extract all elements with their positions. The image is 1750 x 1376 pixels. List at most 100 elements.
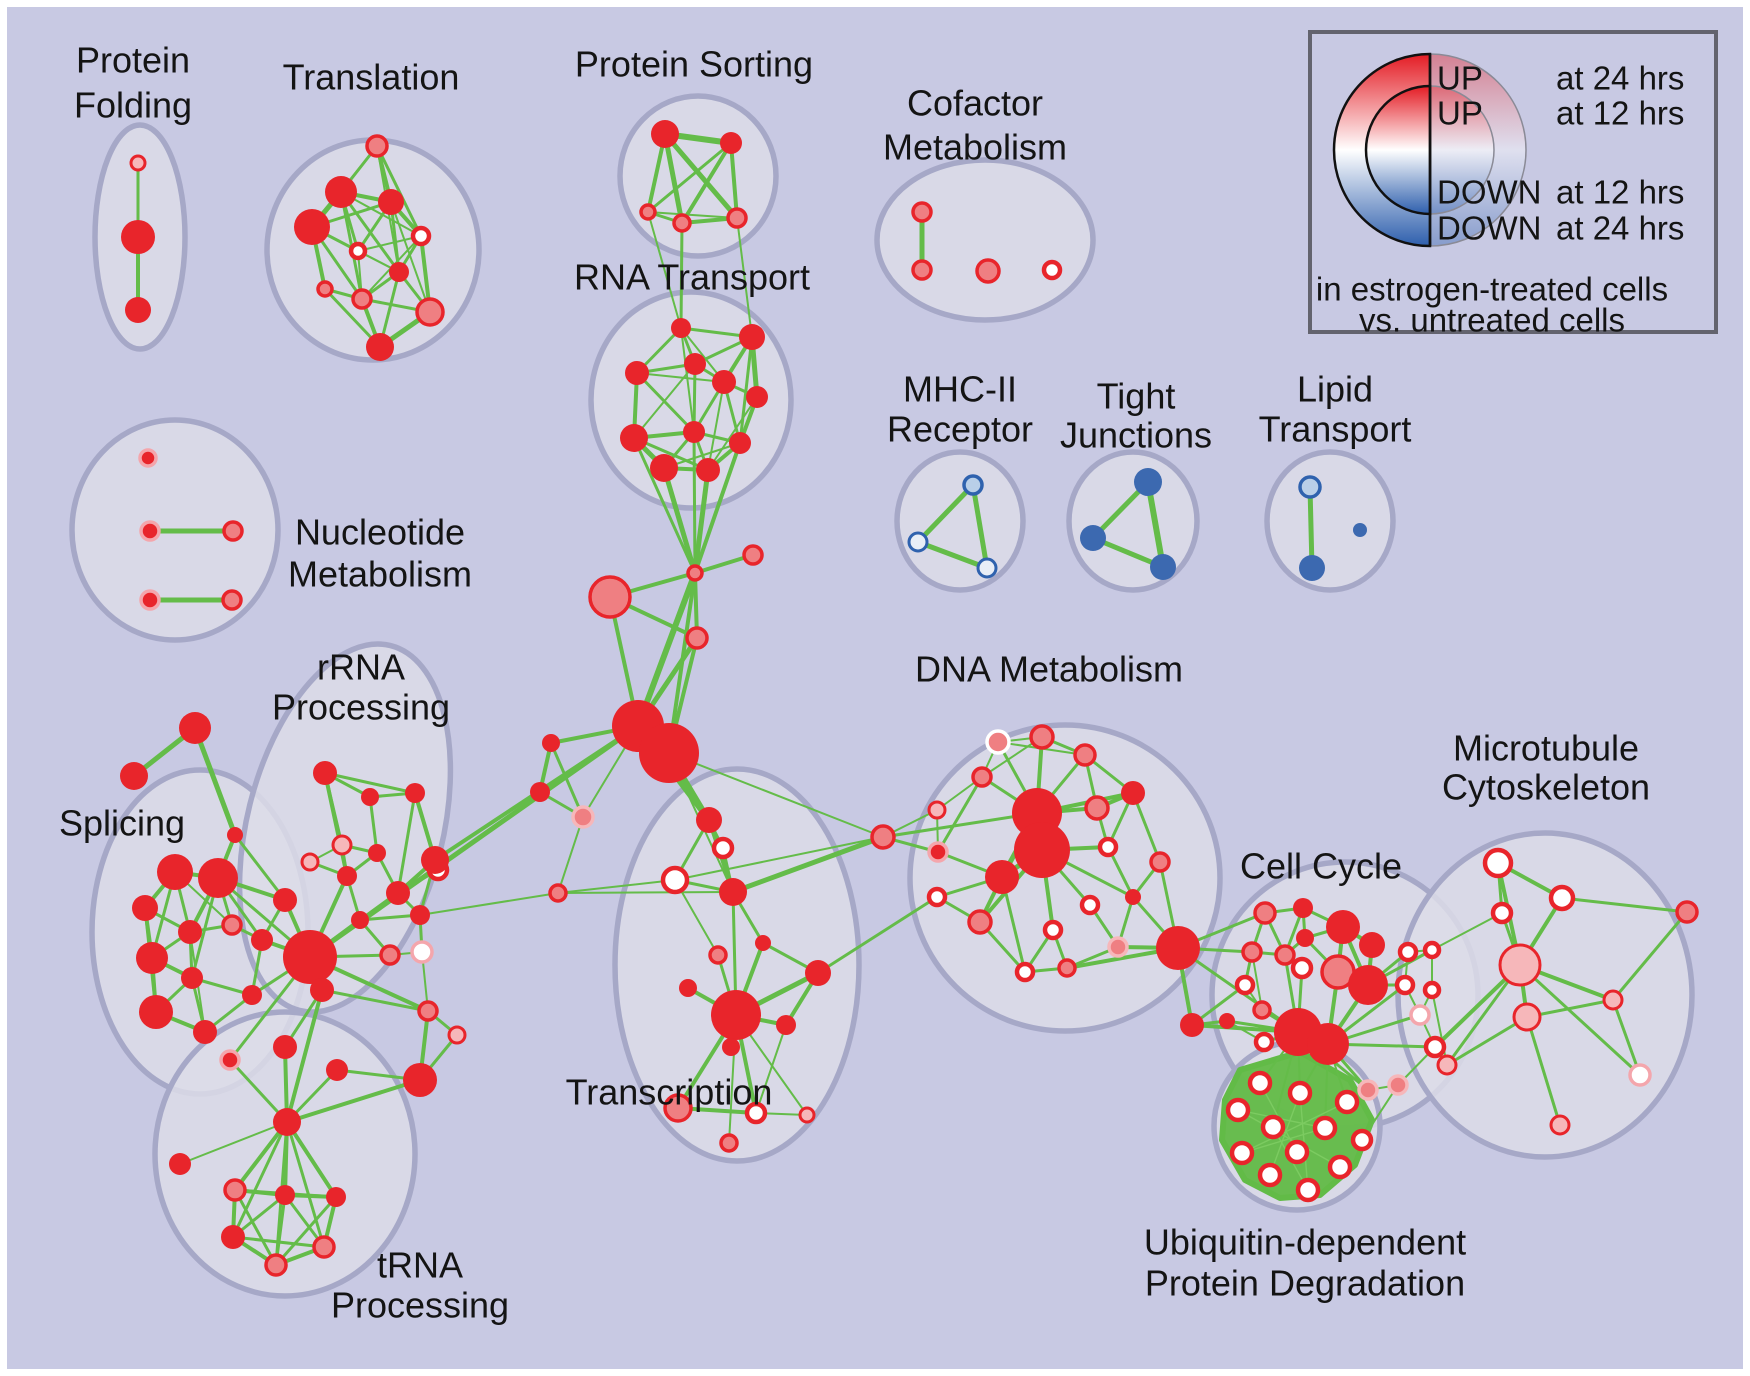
edge: [323, 771, 417, 795]
node-lp3: [1299, 555, 1325, 581]
cluster-mhc-ii-receptor-label: Receptor: [887, 409, 1033, 450]
edge: [674, 879, 719, 956]
edge: [635, 570, 698, 729]
node-u6: [1312, 1115, 1338, 1141]
edge: [647, 211, 682, 329]
cluster-lipid-transport-label: Lipid: [1297, 369, 1373, 410]
legend-row-label: at 12 hrs: [1556, 95, 1684, 132]
node-tx13: [798, 1106, 816, 1124]
node-tr_hub: [273, 1108, 301, 1136]
edge: [662, 131, 685, 226]
node-t8: [316, 280, 334, 298]
node-d7: [1084, 795, 1110, 821]
node-st2: [120, 762, 148, 790]
node-k5: [1326, 910, 1360, 944]
node-r12: [410, 940, 434, 964]
cluster-protein-sorting-label: Protein Sorting: [575, 44, 813, 85]
node-r15: [447, 1025, 467, 1045]
edge: [632, 436, 697, 575]
edge: [635, 371, 696, 434]
node-m10: [1549, 1114, 1571, 1136]
node-u8: [1229, 1140, 1255, 1166]
edge: [680, 327, 695, 433]
cluster-mhc-ii-receptor-label: MHC-II: [903, 369, 1017, 410]
node-rhub: [283, 930, 337, 984]
edge: [707, 396, 758, 471]
node-u4: [1225, 1097, 1251, 1123]
node-tx3: [660, 865, 690, 895]
node-m8: [1436, 1054, 1458, 1076]
node-lp1: [1298, 475, 1322, 499]
edge: [1445, 1015, 1529, 1067]
edge: [396, 791, 417, 895]
node-r5: [300, 852, 320, 872]
edge: [233, 833, 287, 902]
node-m6: [1422, 940, 1442, 960]
edge: [1525, 998, 1615, 1019]
node-ps5: [726, 207, 748, 229]
node-rc1: [421, 846, 449, 874]
node-k18: [1423, 1035, 1447, 1059]
node-lone: [169, 1153, 191, 1175]
cluster-nucleotide-metabolism-label: Nucleotide: [295, 512, 465, 553]
node-lp2: [1353, 523, 1367, 537]
node-d19: [1107, 936, 1129, 958]
edge: [375, 144, 423, 238]
cluster-translation-label: Translation: [283, 57, 460, 98]
node-m5: [1602, 989, 1624, 1011]
edge: [228, 1058, 289, 1124]
edge: [1518, 963, 1642, 1077]
cluster-tight-junctions-label: Tight: [1097, 376, 1176, 417]
node-k9: [1348, 965, 1388, 1005]
node-d5: [927, 800, 947, 820]
legend-row-label: at 24 hrs: [1556, 60, 1684, 97]
cluster-cofactor-metabolism-label: Cofactor: [907, 83, 1043, 124]
node-rt1: [671, 318, 691, 338]
node-d8: [927, 841, 949, 863]
node-sp5: [221, 914, 243, 936]
cluster-splicing-label: Splicing: [59, 803, 185, 844]
node-cm4: [1041, 259, 1063, 281]
node-khub2: [1307, 1023, 1349, 1065]
node-st1: [179, 712, 211, 744]
edge: [730, 834, 886, 895]
node-k3: [1241, 941, 1263, 963]
edge: [285, 1078, 422, 1124]
edge: [192, 725, 238, 838]
node-c5: [542, 734, 560, 752]
node-lc: [870, 824, 896, 850]
node-g3: [326, 1187, 346, 1207]
node-u12: [1295, 1177, 1321, 1203]
node-u11: [1257, 1162, 1283, 1188]
edge: [816, 895, 939, 975]
node-sp3: [132, 895, 158, 921]
legend-caption: in estrogen-treated cells: [1316, 271, 1668, 308]
edge: [1611, 998, 1642, 1077]
node-g4: [221, 1225, 245, 1249]
edge: [738, 335, 754, 445]
node-d9: [985, 860, 1019, 894]
node-nm2: [139, 520, 161, 542]
node-rt11: [696, 458, 720, 482]
node-k14: [1253, 1031, 1275, 1053]
node-c3: [588, 575, 632, 619]
node-rt9: [729, 432, 751, 454]
legend-inner-semicircle: [1364, 84, 1432, 216]
cluster-lipid-transport-label: Transport: [1259, 409, 1412, 450]
node-k4: [1274, 944, 1296, 966]
cluster-cofactor-metabolism-label: Metabolism: [883, 127, 1067, 168]
node-dbig: [1156, 926, 1200, 970]
node-k6: [1359, 932, 1385, 958]
node-t2: [325, 176, 357, 208]
node-mh1: [962, 474, 984, 496]
node-g5: [312, 1235, 336, 1259]
node-u9: [1284, 1139, 1310, 1165]
edge: [881, 811, 1039, 839]
node-sp2: [198, 858, 238, 898]
cluster-cofactor-metabolism-ellipse: [874, 157, 1096, 323]
node-r6: [337, 866, 357, 886]
node-d13: [926, 886, 948, 908]
node-mh2: [907, 531, 929, 553]
cluster-trna-processing-label: tRNA: [377, 1245, 463, 1286]
